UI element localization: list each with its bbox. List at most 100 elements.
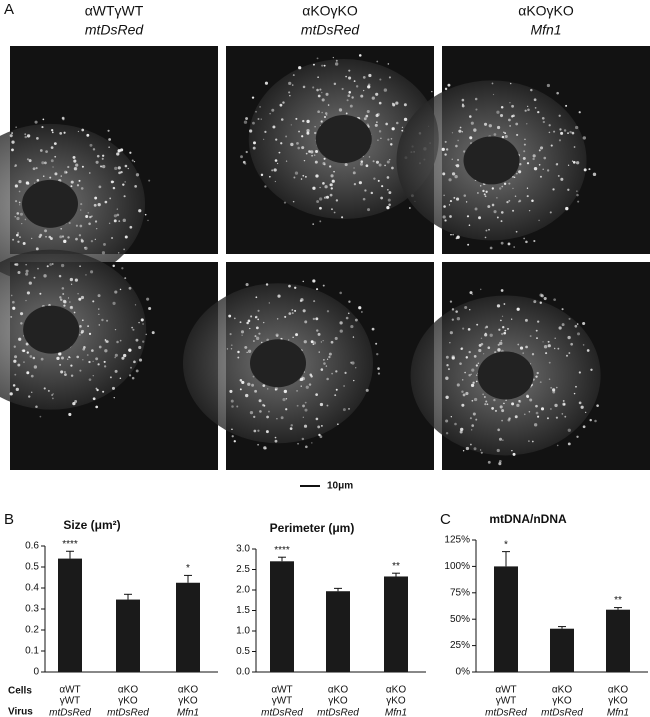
- mitochondrion: [275, 138, 278, 141]
- mitochondrion: [291, 84, 294, 86]
- mitochondrion: [331, 208, 333, 211]
- mitochondrion: [451, 356, 455, 360]
- mitochondrion: [502, 326, 505, 329]
- mitochondrion: [542, 120, 545, 124]
- mitochondrion: [100, 165, 102, 167]
- mitochondrion: [445, 395, 449, 399]
- mitochondrion: [39, 292, 42, 295]
- mitochondrion: [370, 191, 374, 195]
- mitochondrion: [119, 288, 122, 291]
- mitochondrion: [257, 429, 260, 432]
- mitochondrion: [480, 337, 483, 340]
- mitochondrion: [523, 237, 525, 240]
- mitochondrion: [527, 108, 530, 111]
- mitochondrion: [78, 297, 82, 301]
- mitochondrion: [14, 355, 18, 359]
- mitochondrion: [319, 206, 322, 210]
- mitochondrion: [390, 138, 393, 140]
- mitochondrion: [18, 337, 22, 341]
- mitochondrion: [140, 318, 144, 322]
- mitochondrion: [226, 348, 229, 350]
- mitochondrion: [376, 112, 380, 117]
- mitochondrion: [133, 360, 136, 364]
- mitochondrion: [572, 161, 576, 164]
- mitochondrion: [26, 371, 30, 375]
- mitochondrion: [312, 279, 316, 283]
- mitochondrion: [511, 104, 514, 108]
- mitochondrion: [390, 143, 393, 146]
- mitochondrion: [259, 410, 262, 413]
- mitochondrion: [504, 132, 507, 134]
- mitochondrion: [81, 165, 84, 168]
- mitochondrion: [431, 90, 433, 93]
- mitochondrion: [290, 424, 294, 427]
- mitochondrion: [501, 332, 504, 336]
- mitochondrion: [377, 179, 380, 182]
- mitochondrion: [535, 404, 538, 408]
- mitochondrion: [49, 263, 53, 266]
- nucleus: [463, 136, 520, 185]
- mitochondrion: [31, 391, 33, 393]
- mitochondrion: [540, 294, 544, 298]
- mitochondrion: [558, 139, 562, 142]
- mitochondrion: [464, 306, 468, 310]
- mitochondrion: [146, 297, 150, 301]
- mitochondrion: [300, 178, 303, 180]
- x-tick-label: γKO: [328, 696, 348, 707]
- mitochondrion: [515, 122, 519, 126]
- mitochondrion: [554, 403, 558, 408]
- mitochondrion: [473, 128, 477, 132]
- mitochondrion: [451, 158, 453, 160]
- mitochondrion: [85, 274, 87, 276]
- mitochondrion: [348, 407, 350, 410]
- mitochondrion: [358, 306, 362, 310]
- mitochondrion: [25, 272, 29, 276]
- mitochondrion: [246, 351, 248, 353]
- mitochondrion: [494, 409, 498, 412]
- mitochondrion: [296, 390, 298, 392]
- y-tick-label: 3.0: [236, 544, 250, 555]
- mitochondrion: [475, 374, 478, 377]
- mitochondrion: [262, 384, 266, 388]
- mitochondrion: [498, 328, 501, 331]
- mitochondrion: [147, 219, 149, 222]
- mitochondrion: [462, 379, 464, 381]
- mitochondrion: [553, 130, 556, 133]
- mitochondrion: [516, 173, 518, 175]
- mitochondrion: [80, 209, 82, 211]
- mitochondrion: [483, 353, 485, 355]
- mitochondrion: [326, 195, 330, 199]
- mitochondrion: [563, 129, 567, 132]
- mitochondrion: [13, 359, 17, 363]
- mitochondrion: [573, 146, 576, 148]
- mitochondrion: [523, 413, 526, 416]
- mitochondrion: [124, 164, 128, 168]
- mitochondrion: [450, 416, 452, 418]
- y-tick-label: 1.5: [236, 605, 250, 616]
- mitochondrion: [43, 387, 46, 390]
- mitochondrion: [502, 439, 504, 441]
- mitochondrion: [480, 288, 482, 291]
- mitochondrion: [277, 294, 281, 298]
- mitochondrion: [558, 114, 561, 117]
- significance: *: [504, 539, 508, 550]
- mitochondrion: [546, 417, 549, 420]
- mitochondrion: [503, 182, 507, 186]
- mitochondrion: [550, 144, 553, 147]
- mitochondrion: [562, 402, 566, 406]
- mitochondrion: [102, 154, 105, 157]
- mitochondrion: [300, 385, 302, 387]
- mitochondrion: [516, 307, 520, 311]
- mitochondrion: [239, 378, 243, 382]
- mitochondrion: [576, 161, 580, 165]
- mitochondrion: [124, 277, 127, 280]
- mitochondrion: [548, 124, 551, 127]
- mitochondrion: [513, 176, 515, 178]
- mitochondrion: [585, 411, 587, 414]
- bar: [550, 628, 574, 672]
- mitochondrion: [51, 394, 53, 396]
- mitochondrion: [302, 174, 305, 177]
- mitochondrion: [18, 180, 22, 184]
- mitochondrion: [539, 175, 542, 178]
- bar: [326, 591, 350, 672]
